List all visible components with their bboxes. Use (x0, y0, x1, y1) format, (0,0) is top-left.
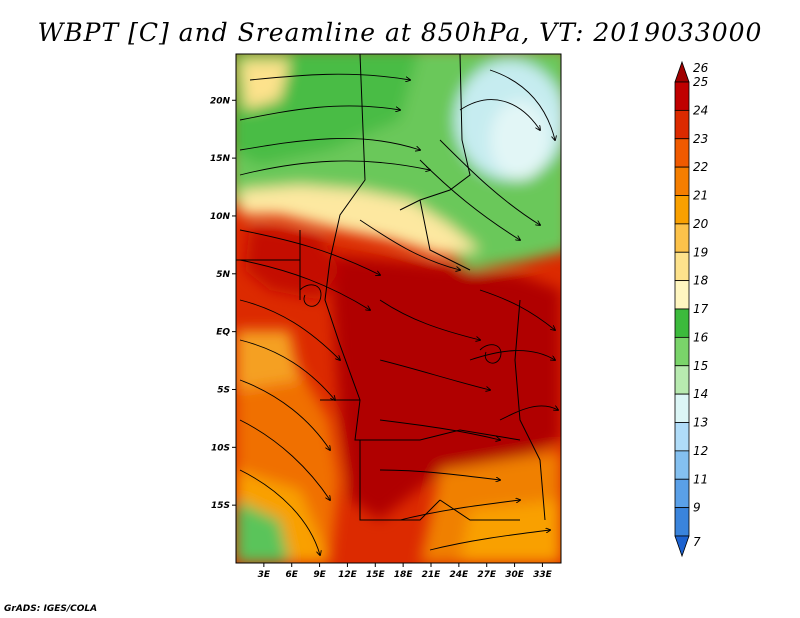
colorbar-label: 18 (693, 274, 709, 288)
lat-tick-label: 15N (210, 154, 231, 164)
colorbar-label: 19 (693, 245, 708, 259)
colorbar-label: 15 (693, 359, 708, 373)
lat-tick-label: 5N (216, 270, 230, 280)
colorbar-swatch (674, 336, 690, 367)
longitude-axis: 3E 6E 9E 12E 15E 18E 21E 24E 27E 30E 33E (258, 563, 553, 580)
colorbar-swatch (674, 195, 690, 225)
colorbar-label: 24 (693, 103, 708, 117)
colorbar-label: 16 (693, 330, 709, 344)
lon-tick-label: 6E (286, 570, 299, 580)
grads-credit: GrADS: IGES/COLA (4, 604, 98, 614)
lon-tick-label: 30E (505, 570, 525, 580)
lat-tick-label: 10N (210, 212, 231, 222)
colorbar-label: 7 (693, 535, 701, 549)
colorbar-swatch (674, 450, 690, 480)
colorbar-swatch (674, 81, 690, 111)
colorbar-label: 25 (693, 75, 708, 89)
streamlines (239, 69, 558, 555)
colorbar-swatch (674, 393, 690, 423)
colorbar-swatch (674, 365, 690, 395)
lat-tick-label: 15S (211, 501, 230, 511)
lon-tick-label: 12E (338, 570, 358, 580)
lat-tick-label: EQ (216, 328, 230, 338)
temperature-field (236, 54, 561, 563)
latitude-axis: 20N 15N 10N 5N EQ 5S 10S 15S (210, 96, 236, 511)
lon-tick-label: 27E (477, 570, 497, 580)
colorbar-swatch (674, 251, 690, 282)
colorbar-label: 17 (693, 302, 709, 316)
colorbar-swatch (674, 223, 690, 253)
lat-tick-label: 10S (211, 443, 230, 453)
colorbar-label: 12 (693, 444, 708, 458)
lat-tick-label: 20N (210, 96, 231, 106)
colorbar-label: 23 (693, 132, 708, 146)
lon-tick-label: 24E (450, 570, 470, 580)
colorbar-swatch (674, 166, 690, 196)
colorbar-swatch (674, 109, 690, 140)
colorbar-swatch (674, 535, 690, 558)
lon-tick-label: 18E (394, 570, 414, 580)
colorbar-swatch (674, 422, 690, 452)
lon-tick-label: 3E (258, 570, 271, 580)
colorbar-label: 11 (693, 472, 708, 486)
colorbar-swatch (674, 138, 690, 168)
colorbar-label: 21 (693, 189, 708, 203)
colorbar-swatch (674, 507, 690, 537)
colorbar-label: 14 (693, 387, 708, 401)
colorbar-swatch (674, 478, 690, 509)
colorbar-swatch (674, 308, 690, 338)
map-title: WBPT [C] and Sreamline at 850hPa, VT: 20… (37, 18, 763, 47)
colorbar-swatch (674, 60, 690, 83)
lon-tick-label: 15E (366, 570, 386, 580)
colorbar-label: 13 (693, 416, 708, 430)
colorbar-label: 22 (693, 160, 708, 174)
lat-tick-label: 5S (217, 385, 230, 395)
lon-tick-label: 21E (422, 570, 442, 580)
country-borders (236, 54, 546, 521)
colorbar-label: 20 (693, 217, 709, 231)
colorbar-label: 9 (693, 501, 701, 515)
lon-tick-label: 33E (533, 570, 553, 580)
colorbar-swatch (674, 280, 690, 310)
lon-tick-label: 9E (313, 570, 326, 580)
map-frame (235, 53, 562, 564)
colorbar-label: 26 (693, 61, 709, 75)
